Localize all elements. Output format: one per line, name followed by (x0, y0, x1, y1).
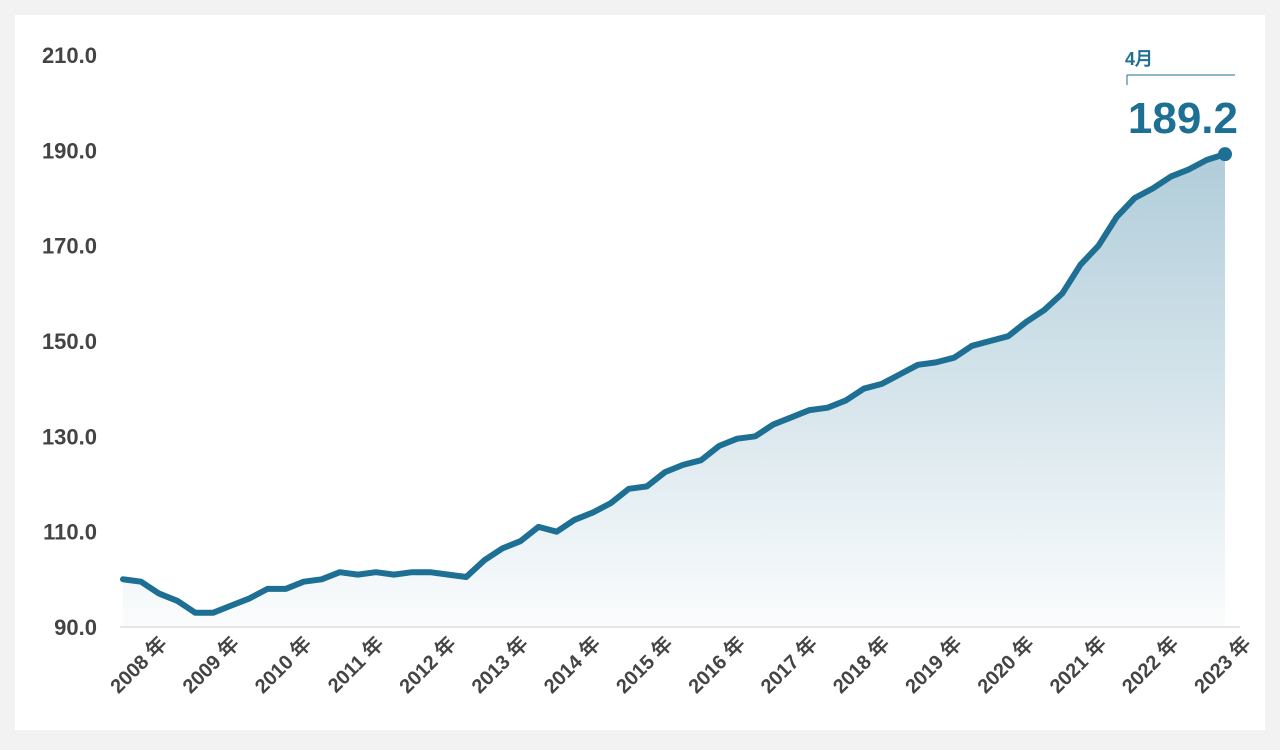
y-tick-label: 190.0 (42, 138, 97, 163)
y-tick-label: 170.0 (42, 234, 97, 259)
last-value-label: 189.2 (1128, 94, 1238, 143)
y-tick-label: 150.0 (42, 329, 97, 354)
y-tick-label: 130.0 (42, 424, 97, 449)
y-tick-label: 90.0 (54, 615, 97, 640)
line (120, 151, 1228, 616)
y-tick-label: 110.0 (43, 520, 97, 545)
end-point (1218, 147, 1232, 162)
y-tick-label: 210.0 (42, 43, 97, 68)
area (123, 154, 1225, 627)
annotation-month: 4月 (1125, 49, 1153, 69)
